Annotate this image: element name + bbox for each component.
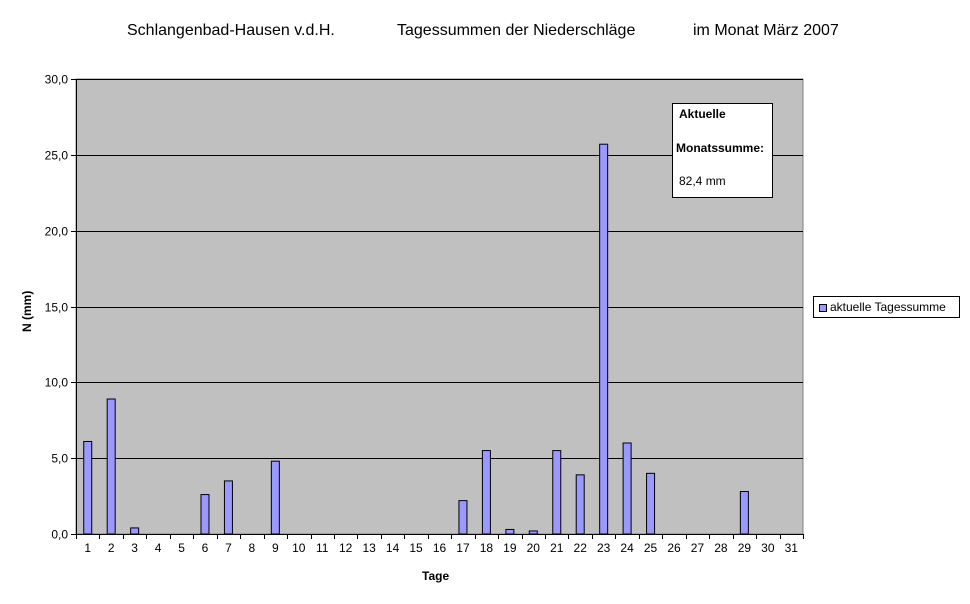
monthly-total-label: Monatssumme: <box>676 141 765 155</box>
x-tick-label: 1 <box>84 541 91 555</box>
x-axis-title: Tage <box>422 569 450 583</box>
x-tick-label: 6 <box>202 541 209 555</box>
chart-title-location: Schlangenbad-Hausen v.d.H. <box>127 22 335 39</box>
x-tick-label: 26 <box>667 541 681 555</box>
y-tick-label: 25,0 <box>45 149 69 163</box>
bar <box>505 528 515 535</box>
y-tick-label: 0,0 <box>51 528 68 542</box>
x-tick-label: 12 <box>339 541 353 555</box>
x-tick-label: 31 <box>785 541 799 555</box>
bar <box>575 474 585 535</box>
x-tick-label: 11 <box>316 541 329 555</box>
x-tick-label: 18 <box>480 541 494 555</box>
monthly-total-box: Aktuelle Monatssumme: 82,4 mm <box>672 103 773 198</box>
x-tick-label: 15 <box>409 541 423 555</box>
x-tick-label: 24 <box>620 541 634 555</box>
bar <box>599 143 609 535</box>
y-axis-title: N (mm) <box>20 290 34 332</box>
y-tick-label: 5,0 <box>51 452 68 466</box>
x-tick-label: 8 <box>249 541 256 555</box>
bar <box>83 440 93 535</box>
bar <box>646 472 656 535</box>
y-tick-label: 15,0 <box>45 301 69 315</box>
x-tick-label: 23 <box>597 541 611 555</box>
bar <box>200 494 210 535</box>
x-tick-label: 13 <box>362 541 376 555</box>
x-tick-label: 16 <box>433 541 447 555</box>
bar <box>622 442 632 535</box>
legend-swatch <box>819 304 827 312</box>
x-tick-label: 19 <box>503 541 517 555</box>
x-tick-label: 14 <box>386 541 400 555</box>
legend-label: aktuelle Tagessumme <box>830 300 946 314</box>
x-tick-label: 27 <box>691 541 705 555</box>
x-tick-label: 7 <box>225 541 232 555</box>
x-tick-label: 3 <box>131 541 138 555</box>
bar <box>739 491 749 535</box>
bar <box>223 480 233 535</box>
bar <box>106 398 116 535</box>
x-tick-label: 25 <box>644 541 658 555</box>
monthly-total-value: 82,4 mm <box>679 174 726 188</box>
x-tick-label: 10 <box>292 541 306 555</box>
monthly-total-heading: Aktuelle <box>679 107 726 121</box>
x-tick-label: 21 <box>550 541 564 555</box>
x-tick-label: 30 <box>761 541 775 555</box>
bar <box>552 450 562 535</box>
x-tick-label: 22 <box>574 541 588 555</box>
chart-title-period: im Monat März 2007 <box>693 22 839 39</box>
bar <box>130 527 140 535</box>
x-tick-label: 20 <box>527 541 541 555</box>
chart-legend: aktuelle Tagessumme <box>813 296 960 318</box>
x-tick-label: 17 <box>456 541 470 555</box>
bar <box>481 450 491 535</box>
y-tick-label: 30,0 <box>45 73 69 87</box>
x-tick-label: 4 <box>155 541 162 555</box>
bar <box>528 530 538 535</box>
chart-title-subject: Tagessummen der Niederschläge <box>397 22 636 39</box>
y-tick-label: 10,0 <box>45 376 69 390</box>
x-tick-label: 9 <box>272 541 279 555</box>
bar <box>270 460 280 535</box>
x-tick-label: 2 <box>108 541 115 555</box>
bar <box>458 500 468 535</box>
x-tick-label: 29 <box>738 541 752 555</box>
x-tick-label: 5 <box>178 541 185 555</box>
x-tick-label: 28 <box>714 541 728 555</box>
y-tick-label: 20,0 <box>45 225 69 239</box>
